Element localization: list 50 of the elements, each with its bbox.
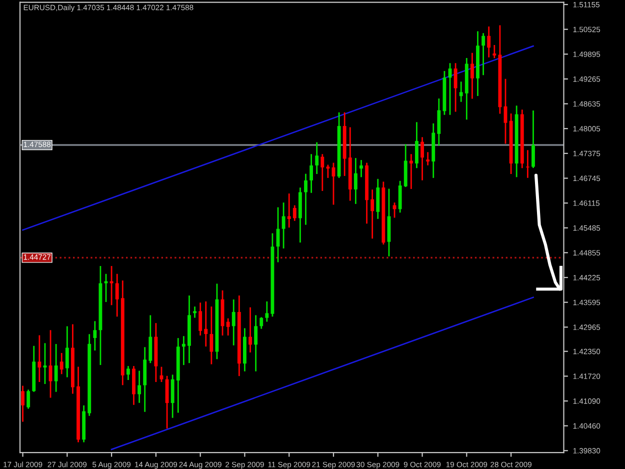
candlestick bbox=[38, 335, 42, 382]
candlestick bbox=[110, 266, 114, 306]
candlestick bbox=[182, 336, 186, 366]
candlestick bbox=[126, 366, 130, 380]
candlestick bbox=[437, 98, 441, 146]
candlestick bbox=[193, 306, 196, 318]
candlestick bbox=[487, 26, 491, 58]
candlestick bbox=[370, 190, 374, 239]
candlestick bbox=[115, 274, 119, 317]
candlestick bbox=[409, 154, 413, 189]
candlestick bbox=[170, 374, 174, 418]
candlestick bbox=[398, 180, 402, 213]
candlestick bbox=[310, 154, 314, 193]
candlestick bbox=[260, 317, 264, 329]
candlestick bbox=[426, 152, 430, 166]
candlestick bbox=[414, 122, 418, 168]
candlestick bbox=[354, 158, 358, 204]
candlestick bbox=[65, 326, 69, 378]
candlestick bbox=[292, 205, 296, 221]
candlestick bbox=[320, 154, 324, 191]
candlestick bbox=[60, 353, 64, 374]
candlestick bbox=[492, 44, 496, 58]
candlestick bbox=[326, 164, 330, 178]
candlestick bbox=[287, 193, 291, 228]
candlestick bbox=[360, 160, 363, 178]
candlestick bbox=[282, 202, 286, 248]
candlestick bbox=[26, 390, 30, 409]
candlestick bbox=[254, 315, 258, 372]
candlestick bbox=[532, 110, 535, 168]
candlestick bbox=[304, 174, 308, 225]
candlestick bbox=[21, 386, 24, 422]
candlestick bbox=[420, 137, 424, 180]
candlestick bbox=[210, 306, 214, 364]
candlestick bbox=[43, 343, 47, 384]
candlestick bbox=[226, 318, 230, 336]
candlestick bbox=[265, 301, 269, 322]
candlestick bbox=[482, 33, 486, 76]
candlestick bbox=[165, 376, 169, 428]
candlestick bbox=[93, 321, 97, 350]
candlestick bbox=[526, 150, 530, 178]
candlestick bbox=[204, 301, 208, 347]
candlestick bbox=[459, 82, 463, 102]
candlestick bbox=[454, 63, 458, 112]
candlestick bbox=[232, 299, 236, 346]
candlestick bbox=[54, 344, 58, 392]
candlestick bbox=[198, 302, 202, 336]
candlestick bbox=[470, 52, 474, 99]
candlestick bbox=[315, 142, 319, 174]
candlestick bbox=[138, 370, 142, 403]
candlestick bbox=[248, 307, 252, 352]
